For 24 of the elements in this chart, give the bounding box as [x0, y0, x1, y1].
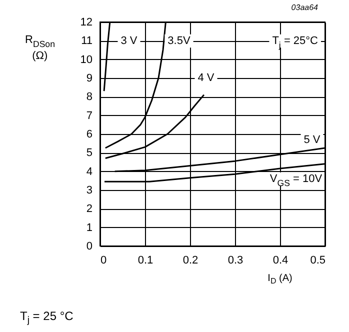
x-tick-label: 0.5 [310, 254, 326, 266]
x-tick-label: 0.4 [272, 254, 288, 266]
text: 03aa64 [291, 3, 319, 12]
series-label: 5 V [304, 134, 321, 146]
x-tick-label: 0.2 [182, 254, 198, 266]
y-tick-label: 0 [86, 240, 92, 252]
x-tick-label: 0 [100, 254, 107, 266]
y-tick-label: 7 [86, 110, 92, 122]
y-tick-label: 1 [86, 222, 92, 234]
y-tick-label: 2 [86, 203, 92, 216]
x-tick-label: 0.3 [228, 254, 244, 266]
y-tick-label: 9 [86, 72, 92, 84]
series-label: 4 V [198, 72, 215, 84]
series-label: 3.5V [168, 35, 191, 47]
y-tick-label: 8 [86, 91, 92, 104]
y-tick-label: 11 [81, 35, 92, 48]
y-tick-label: 12 [80, 16, 92, 28]
y-tick-label: 6 [86, 128, 92, 140]
y-tick-label: 10 [80, 54, 92, 66]
series-label: 3 V [120, 35, 138, 47]
y-tick-label: 3 [86, 184, 92, 196]
y-tick-label: 5 [86, 147, 92, 160]
x-tick-label: 0.1 [138, 254, 154, 266]
y-tick-label: 4 [86, 166, 92, 178]
